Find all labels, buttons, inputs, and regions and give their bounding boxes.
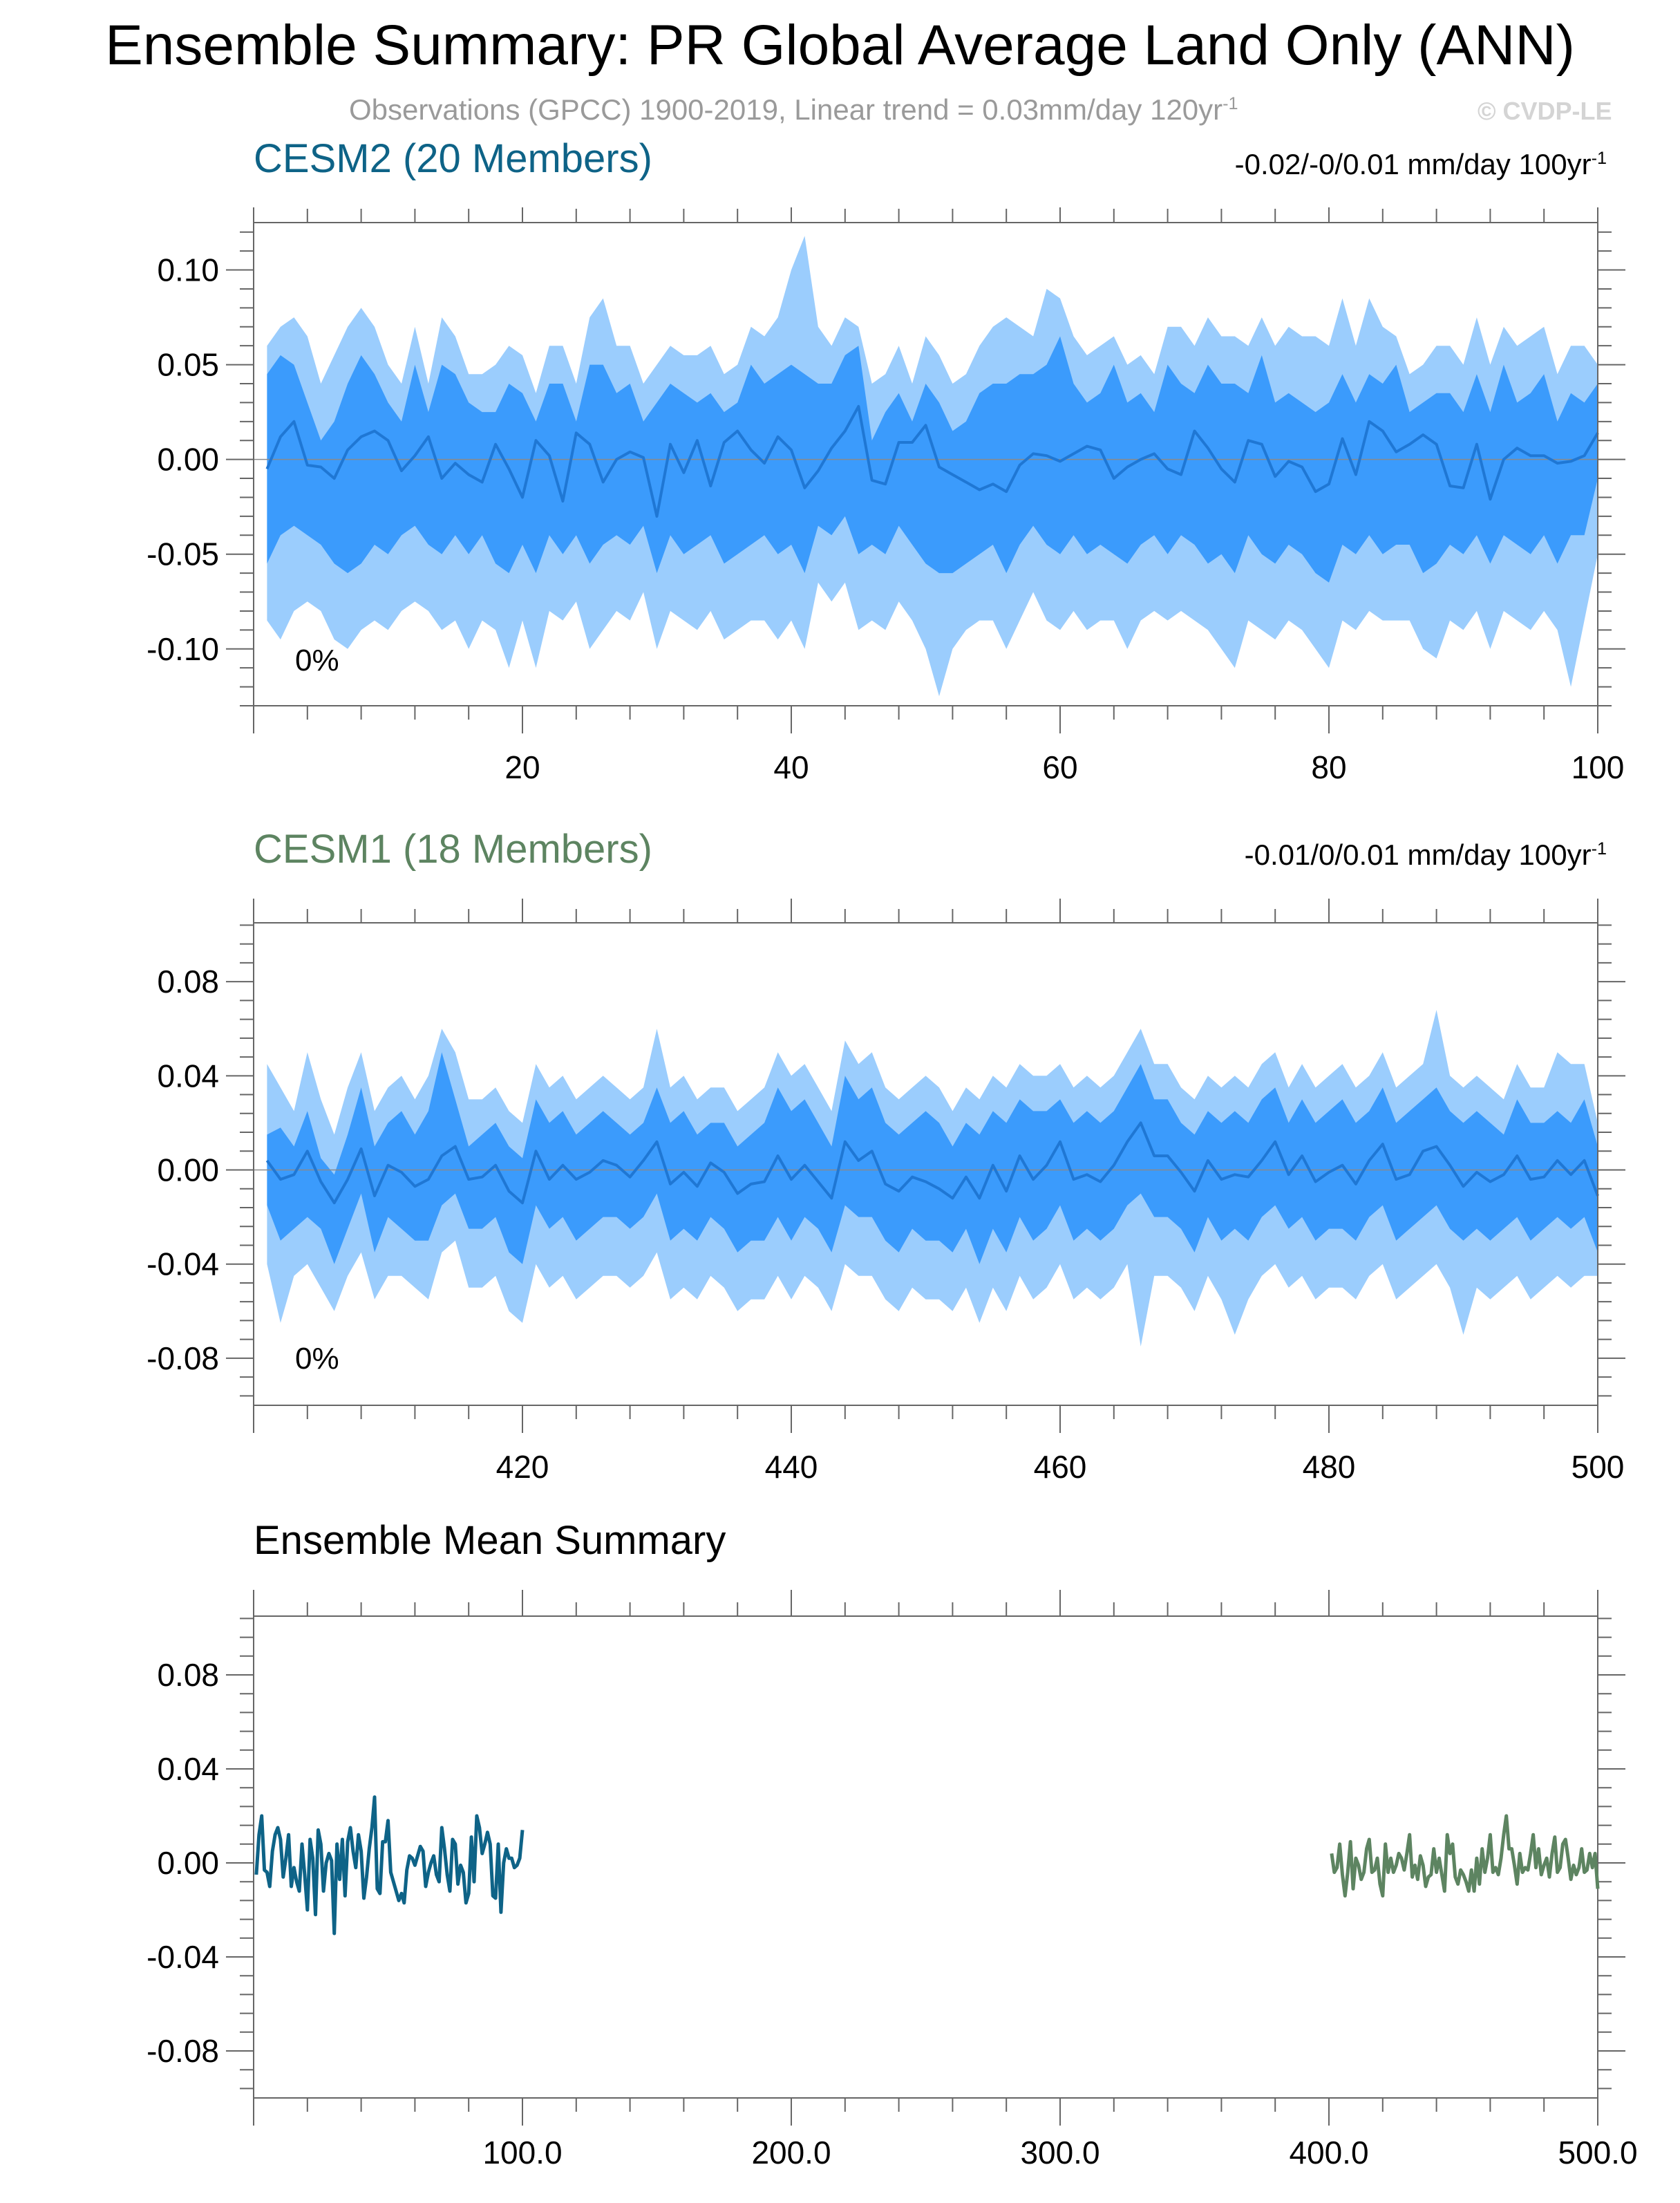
y-tick-label: 0.00	[157, 442, 219, 478]
x-tick-label: 500	[1572, 1449, 1625, 1485]
y-tick-label: 0.00	[157, 1845, 219, 1881]
x-tick-label: 300.0	[1020, 2135, 1099, 2171]
y-tick-label: -0.04	[147, 1246, 219, 1282]
y-tick-label: 0.04	[157, 1751, 219, 1787]
cesm2-trend-exponent: -1	[1591, 149, 1607, 168]
x-tick-label: 440	[765, 1449, 818, 1485]
cesm2-panel-title: CESM2 (20 Members)	[254, 136, 652, 181]
ensemble-mean-chart: 0.08 0.04 0.00 -0.04 -0.08 100.0 200.0 300.0 400…	[147, 1590, 1638, 2171]
ensemble-mean-panel-title: Ensemble Mean Summary	[254, 1518, 726, 1563]
cesm2-trend-text: -0.02/-0/0.01 mm/day 100yr	[1234, 148, 1592, 180]
x-tick-label: 480	[1303, 1449, 1356, 1485]
inner-range-band	[267, 1052, 1598, 1264]
y-tick-label: 0.10	[157, 252, 219, 288]
page-title: Ensemble Summary: PR Global Average Land…	[105, 14, 1575, 77]
cesm1-trend-label: -0.01/0/0.01 mm/day 100yr-1	[1245, 838, 1607, 872]
cesm1-panel-title: CESM1 (18 Members)	[254, 827, 652, 872]
y-tick-label: 0.05	[157, 347, 219, 383]
y-tick-label: -0.05	[147, 536, 219, 572]
y-tick-label: 0.00	[157, 1152, 219, 1188]
x-tick-label: 80	[1311, 749, 1346, 785]
ensemble-median-line	[265, 404, 1599, 518]
cesm1-mean-line	[1330, 1814, 1600, 1898]
subtitle-exponent: -1	[1223, 94, 1238, 113]
y-tick-label: 0.08	[157, 1657, 219, 1693]
x-tick-label: 460	[1034, 1449, 1087, 1485]
cesm2-trend-label: -0.02/-0/0.01 mm/day 100yr-1	[1235, 148, 1607, 181]
subtitle-text: Observations (GPCC) 1900-2019, Linear tr…	[349, 93, 1223, 126]
y-tick-label: -0.08	[147, 2033, 219, 2069]
x-tick-label: 100.0	[482, 2135, 562, 2171]
cesm1-trend-exponent: -1	[1591, 839, 1607, 859]
observations-subtitle: Observations (GPCC) 1900-2019, Linear tr…	[349, 93, 1238, 126]
cesm1-ensemble-chart: 0.08 0.04 0.00 -0.04 -0.08 420 440 460 480 500 0%	[147, 899, 1625, 1485]
cesm2-mean-line	[254, 1795, 525, 1935]
y-tick-label: 0.04	[157, 1058, 219, 1094]
percent-label: 0%	[295, 1342, 339, 1376]
y-tick-label: -0.08	[147, 1340, 219, 1376]
ensemble-median-line	[265, 1121, 1599, 1205]
y-tick-label: 0.08	[157, 964, 219, 1000]
x-tick-label: 20	[504, 749, 540, 785]
x-tick-label: 500.0	[1558, 2135, 1637, 2171]
cvdp-le-watermark: © CVDP-LE	[1478, 97, 1612, 125]
y-tick-label: -0.04	[147, 1939, 219, 1975]
x-tick-label: 420	[496, 1449, 549, 1485]
cesm2-ensemble-chart: 0.10 0.05 0.00 -0.05 -0.10 20 40 60 80 100 0%	[147, 207, 1625, 785]
x-tick-label: 60	[1042, 749, 1077, 785]
x-tick-label: 100	[1572, 749, 1625, 785]
percent-label: 0%	[295, 644, 339, 677]
y-tick-label: -0.10	[147, 631, 219, 667]
x-tick-label: 200.0	[751, 2135, 831, 2171]
plot-frame	[253, 1615, 1598, 2099]
cesm1-trend-text: -0.01/0/0.01 mm/day 100yr	[1244, 838, 1592, 871]
x-tick-label: 400.0	[1289, 2135, 1368, 2171]
x-tick-label: 40	[773, 749, 809, 785]
